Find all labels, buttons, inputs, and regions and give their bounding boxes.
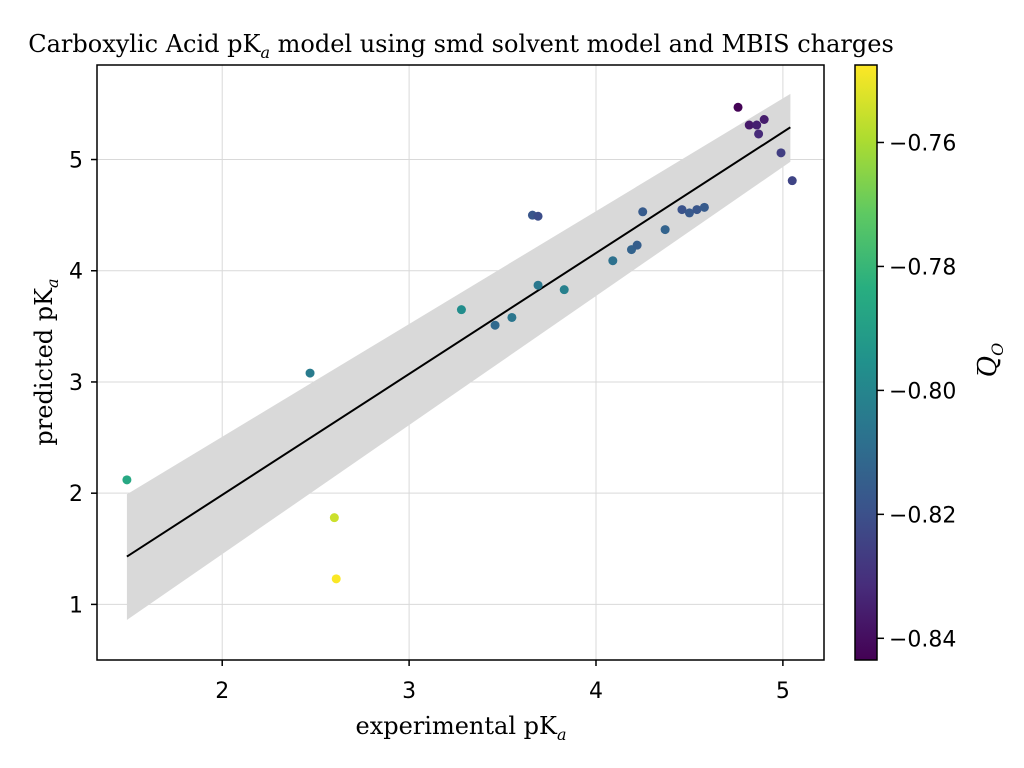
- scatter-point: [331, 574, 341, 584]
- scatter-point: [329, 513, 339, 523]
- scatter-point: [456, 305, 466, 315]
- y-axis-ticks: 1 2 3 4 5: [69, 149, 97, 618]
- scatter-point: [490, 320, 500, 330]
- y-axis-label: predicted pKa: [30, 278, 62, 445]
- scatter-point: [660, 225, 670, 235]
- colorbar-tick-label: −0.80: [889, 379, 956, 404]
- scatter-point: [507, 312, 517, 322]
- scatter-point: [692, 205, 702, 215]
- y-tick-label: 5: [69, 149, 83, 174]
- scatter-point: [122, 475, 132, 485]
- x-tick-label: 3: [402, 679, 416, 704]
- scatter-point: [559, 285, 569, 295]
- colorbar-tick-label: −0.82: [889, 503, 956, 528]
- colorbar-tick-label: −0.76: [889, 131, 956, 156]
- scatter-point: [759, 114, 769, 124]
- scatter-point: [632, 240, 642, 250]
- plot-frame: [96, 64, 825, 661]
- colorbar-label: QO: [973, 343, 1007, 377]
- y-tick-label: 1: [69, 593, 83, 618]
- chart-title: Carboxylic Acid pKa model using smd solv…: [28, 30, 894, 62]
- scatter-point: [677, 205, 687, 215]
- confidence-band: [126, 93, 791, 620]
- scatter-point: [699, 202, 709, 212]
- colorbar-tick-label: −0.78: [889, 255, 956, 280]
- y-tick-label: 4: [69, 260, 83, 285]
- x-axis-label: experimental pKa: [356, 712, 567, 744]
- colorbar-label-overbar: −: [970, 364, 986, 376]
- y-tick-label: 2: [69, 482, 83, 507]
- scatter-point: [752, 120, 762, 130]
- confidence-band-area: [126, 93, 791, 620]
- colorbar-tick-label: −0.84: [889, 627, 956, 652]
- scatter-point: [733, 102, 743, 112]
- regression-line: [126, 126, 791, 558]
- scatter-point: [533, 280, 543, 290]
- x-tick-label: 5: [776, 679, 790, 704]
- x-axis-ticks: 2 3 4 5: [215, 660, 790, 704]
- x-tick-label: 4: [589, 679, 603, 704]
- x-tick-label: 2: [215, 679, 229, 704]
- regression-line-group: [126, 126, 791, 558]
- scatter-point: [638, 207, 648, 217]
- scatter-point: [608, 256, 618, 266]
- colorbar-ticks: −0.76 −0.78 −0.80 −0.82 −0.84: [877, 131, 956, 652]
- scatter-point: [305, 368, 315, 378]
- scatter-point: [684, 208, 694, 218]
- scatter-point: [744, 120, 754, 130]
- colorbar: [854, 64, 878, 661]
- y-tick-label: 3: [69, 371, 83, 396]
- scatter-point: [754, 129, 764, 139]
- scatter-points: [122, 102, 797, 584]
- scatter-point: [787, 176, 797, 186]
- scatter-point: [533, 211, 543, 221]
- scatter-point: [776, 148, 786, 158]
